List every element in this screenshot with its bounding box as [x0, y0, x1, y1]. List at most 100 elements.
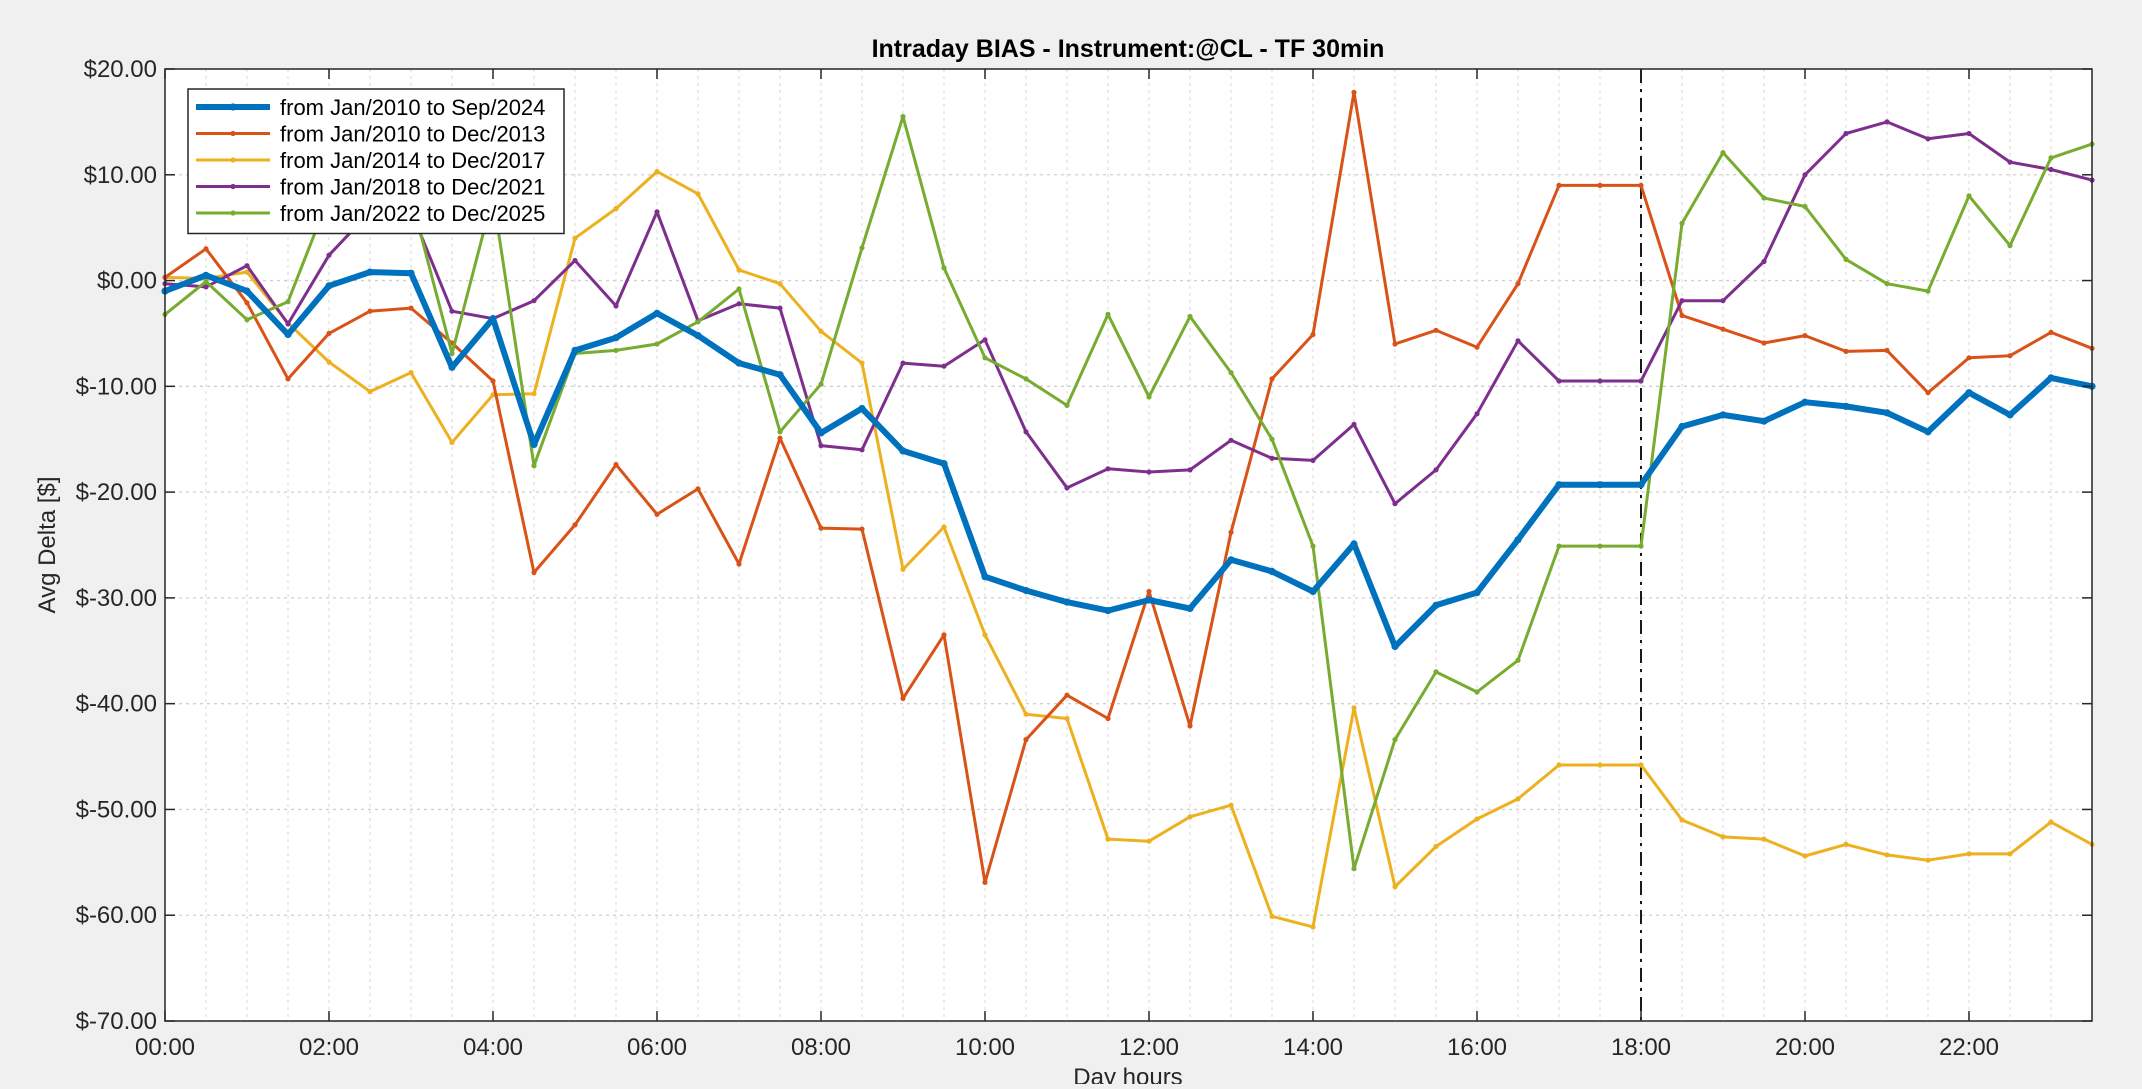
series-line: [164, 90, 2093, 884]
data-point: [1884, 281, 1890, 287]
data-point: [1023, 737, 1029, 743]
data-point: [613, 303, 619, 309]
data-point: [1597, 378, 1603, 384]
data-point: [1679, 817, 1685, 823]
data-point: [1515, 338, 1521, 344]
data-point: [1146, 469, 1152, 475]
data-point: [941, 632, 947, 638]
legend-item: from Jan/2014 to Dec/2017: [196, 148, 545, 173]
data-point: [736, 267, 742, 273]
data-point: [1843, 348, 1849, 354]
data-point: [1473, 589, 1481, 597]
data-point: [1269, 376, 1275, 382]
data-point: [1474, 816, 1480, 822]
data-point: [366, 268, 374, 276]
data-point: [244, 317, 250, 323]
data-point: [1351, 421, 1357, 427]
legend-label: from Jan/2018 to Dec/2021: [280, 175, 545, 200]
data-point: [449, 439, 455, 445]
legend-label: from Jan/2010 to Dec/2013: [280, 122, 545, 147]
data-point: [1392, 884, 1398, 890]
data-point: [1146, 394, 1152, 400]
data-point: [1679, 220, 1685, 226]
data-point: [776, 371, 784, 379]
data-point: [1966, 193, 1972, 199]
data-point: [736, 561, 742, 567]
legend-label: from Jan/2014 to Dec/2017: [280, 148, 545, 173]
x-tick-label: 16:00: [1447, 1034, 1507, 1061]
x-tick-label: 06:00: [627, 1034, 687, 1061]
series-3: [162, 119, 2095, 507]
data-point: [1925, 390, 1931, 396]
data-point: [1351, 89, 1357, 95]
data-point: [1883, 409, 1891, 417]
data-point: [1679, 312, 1685, 319]
data-point: [1515, 796, 1521, 802]
data-point: [2048, 155, 2054, 161]
x-tick-label: 00:00: [135, 1034, 195, 1061]
data-point: [654, 341, 660, 347]
y-tick-label: $10.00: [84, 162, 157, 189]
x-tick-label: 12:00: [1119, 1034, 1179, 1061]
data-point: [2007, 353, 2013, 359]
x-tick-label: 22:00: [1939, 1034, 1999, 1061]
x-tick-label: 02:00: [299, 1034, 359, 1061]
data-point: [1556, 762, 1562, 768]
data-point: [1515, 281, 1521, 287]
data-point: [1227, 556, 1235, 564]
data-point: [982, 879, 988, 886]
series-2: [162, 89, 2095, 886]
data-point: [1638, 543, 1644, 549]
data-point: [571, 346, 579, 354]
data-point: [1638, 182, 1644, 188]
y-tick-label: $-40.00: [76, 691, 157, 718]
data-point: [1720, 298, 1726, 304]
data-point: [982, 355, 988, 361]
legend-item: from Jan/2018 to Dec/2021: [196, 175, 545, 200]
data-point: [858, 404, 866, 413]
x-axis-ticks: 00:00 02:00 04:00 06:00 08:00 10:00 12:00 14:00…: [135, 69, 1999, 1061]
data-point: [1761, 258, 1767, 265]
data-point: [1474, 411, 1480, 417]
data-point: [1638, 378, 1644, 384]
data-point: [900, 695, 906, 702]
data-point: [859, 360, 865, 366]
data-point: [489, 315, 497, 323]
data-point: [1474, 344, 1480, 350]
data-point: [2047, 374, 2055, 382]
series-line: [163, 269, 2093, 650]
series-line: [164, 170, 2093, 929]
legend-marker: [230, 130, 236, 137]
data-point: [1514, 536, 1522, 544]
data-point: [1105, 466, 1111, 472]
data-point: [1884, 852, 1890, 858]
data-point: [1146, 588, 1152, 595]
data-point: [2006, 411, 2014, 419]
series-1: [162, 169, 2095, 930]
data-point: [1720, 326, 1726, 332]
y-axis-label: Avg Delta [$]: [34, 477, 61, 614]
data-point: [1187, 814, 1193, 820]
data-point: [243, 287, 251, 295]
data-point: [818, 525, 824, 531]
data-point: [613, 462, 619, 468]
plot-frame: [164, 68, 2093, 1022]
data-point: [244, 263, 250, 269]
data-point: [1843, 130, 1849, 137]
data-point: [1269, 436, 1275, 442]
data-point: [1187, 313, 1193, 320]
y-tick-label: $-30.00: [76, 585, 157, 612]
data-point: [531, 391, 537, 397]
data-point: [1761, 340, 1767, 346]
data-point: [1637, 481, 1645, 489]
data-point: [1802, 172, 1808, 178]
data-point: [736, 301, 742, 307]
data-point: [326, 330, 332, 336]
series-line: [164, 120, 2093, 506]
data-point: [2048, 329, 2054, 335]
data-point: [244, 269, 250, 275]
data-point: [777, 281, 783, 287]
data-point: [1228, 802, 1234, 808]
data-point: [1228, 529, 1234, 535]
